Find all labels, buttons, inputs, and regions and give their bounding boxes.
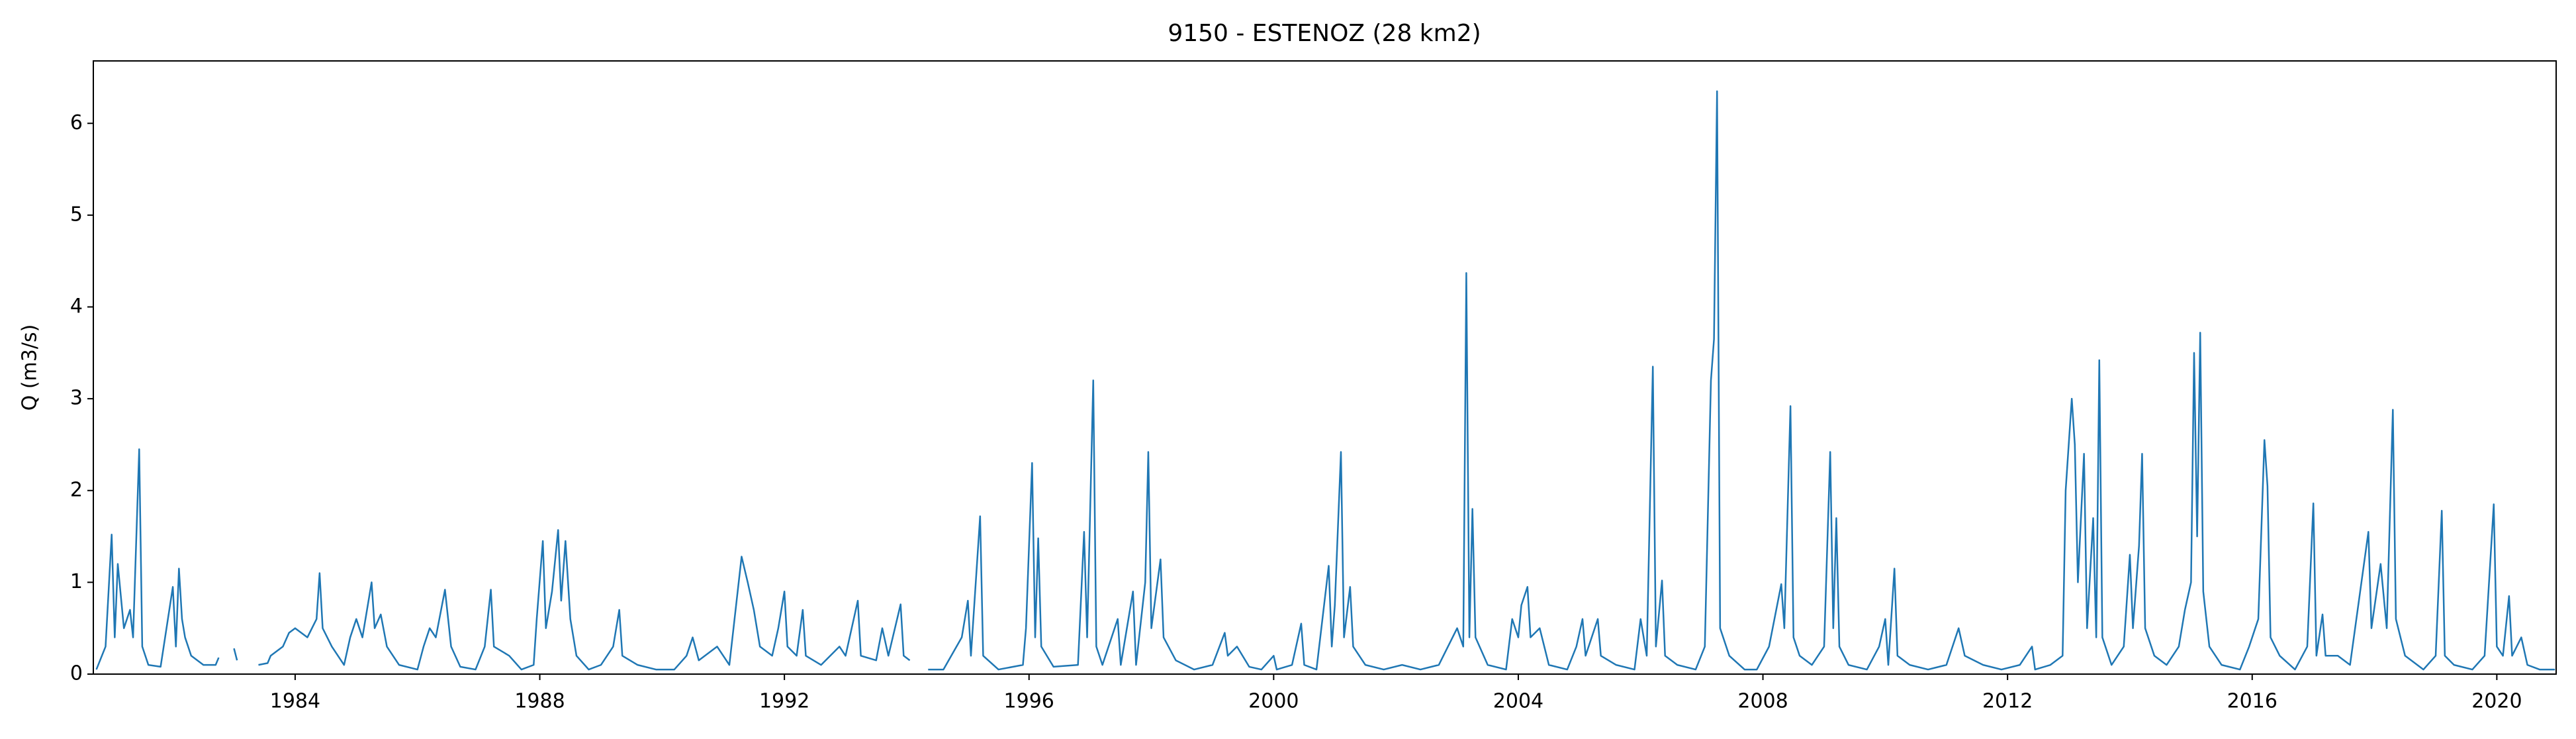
plot-frame bbox=[93, 60, 2557, 675]
series-line bbox=[95, 448, 220, 670]
y-tick-label: 4 bbox=[70, 295, 83, 318]
x-tick-label: 1984 bbox=[270, 690, 320, 713]
series-line bbox=[233, 648, 238, 661]
y-tick-label: 3 bbox=[70, 387, 83, 410]
series-line bbox=[928, 90, 2555, 671]
y-tick-label: 1 bbox=[70, 570, 83, 593]
x-tick-label: 2000 bbox=[1248, 690, 1299, 713]
x-tick-label: 2016 bbox=[2227, 690, 2277, 713]
x-tick-label: 2012 bbox=[1982, 690, 2033, 713]
x-tick-label: 2008 bbox=[1737, 690, 1788, 713]
x-tick-label: 2020 bbox=[2471, 690, 2522, 713]
series-line bbox=[258, 529, 911, 671]
x-tick-label: 2004 bbox=[1493, 690, 1543, 713]
y-tick-label: 2 bbox=[70, 478, 83, 501]
y-axis-label: Q (m3/s) bbox=[19, 324, 42, 411]
x-tick-label: 1992 bbox=[759, 690, 809, 713]
chart-title: 9150 - ESTENOZ (28 km2) bbox=[1168, 20, 1481, 47]
y-tick-label: 5 bbox=[70, 203, 83, 226]
y-tick-label: 6 bbox=[70, 111, 83, 134]
x-tick-label: 1996 bbox=[1004, 690, 1054, 713]
y-tick-label: 0 bbox=[70, 662, 83, 685]
x-tick-label: 1988 bbox=[514, 690, 565, 713]
